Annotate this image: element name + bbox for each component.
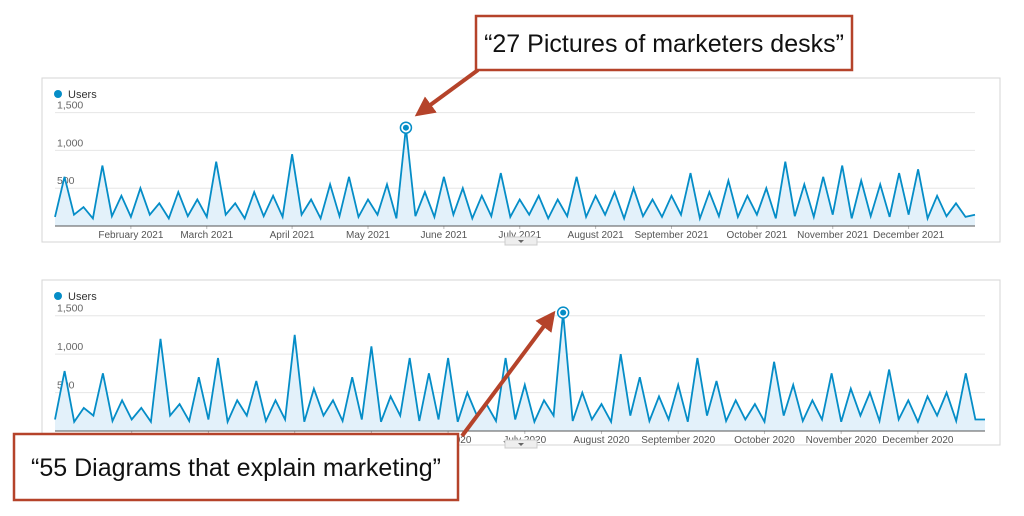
x-tick-label: July 2021	[498, 230, 541, 241]
annotation-box	[12, 432, 460, 502]
y-tick-label: 1,500	[57, 100, 83, 112]
legend-marker	[54, 90, 62, 98]
peak-marker	[402, 124, 409, 131]
y-tick-label: 1,500	[57, 303, 83, 315]
x-tick-label: August 2020	[573, 435, 630, 446]
x-tick-label: August 2021	[568, 230, 625, 241]
x-tick-label: September 2020	[641, 435, 715, 446]
annotation-box	[474, 14, 854, 72]
x-tick-label: September 2021	[635, 230, 709, 241]
x-tick-label: June 2021	[421, 230, 468, 241]
peak-marker	[560, 309, 567, 316]
y-tick-label: 1,000	[57, 341, 83, 353]
x-tick-label: December 2021	[873, 230, 945, 241]
expand-arrow	[518, 443, 524, 446]
annotation-arrow	[460, 310, 556, 438]
legend-marker	[54, 292, 62, 300]
x-tick-label: March 2021	[180, 230, 233, 241]
y-tick-label: 1,000	[57, 137, 83, 149]
legend-label: Users	[68, 89, 97, 101]
x-tick-label: April 2021	[270, 230, 315, 241]
x-tick-label: October 2020	[734, 435, 795, 446]
x-tick-label: October 2021	[727, 230, 788, 241]
line	[54, 127, 976, 222]
x-tick-label: November 2020	[806, 435, 878, 446]
line	[54, 312, 985, 425]
annotation-arrow	[414, 68, 480, 117]
annotation-text: “55 Diagrams that explain marketing”	[31, 454, 441, 482]
x-tick-label: February 2021	[98, 230, 163, 241]
annotation-text: “27 Pictures of marketers desks”	[484, 30, 844, 58]
expand-arrow	[518, 240, 524, 243]
x-tick-label: November 2021	[797, 230, 869, 241]
x-tick-label: May 2021	[346, 230, 390, 241]
legend-label: Users	[68, 291, 97, 303]
x-tick-label: December 2020	[882, 435, 954, 446]
